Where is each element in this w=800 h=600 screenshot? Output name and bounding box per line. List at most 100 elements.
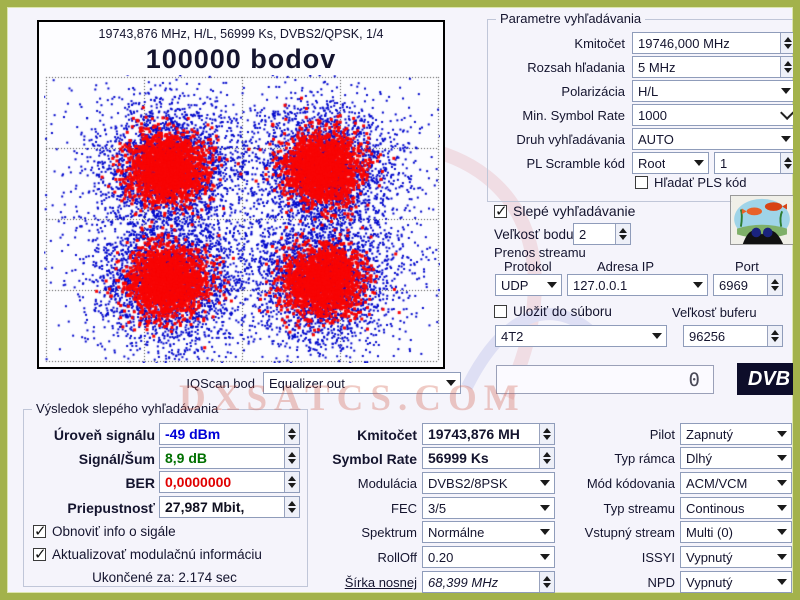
spinner-buttons[interactable] xyxy=(539,448,554,468)
ber-spinbox[interactable]: 0,0000000 xyxy=(159,471,300,493)
protocol-dropdown[interactable]: UDP xyxy=(495,274,562,296)
blind-search-checkbox[interactable] xyxy=(494,202,508,220)
chevron-down-icon xyxy=(652,333,662,339)
spinner-buttons[interactable] xyxy=(284,448,299,468)
point-size-label: Veľkosť bodu xyxy=(494,227,574,242)
npd-dropdown[interactable]: Vypnutý xyxy=(680,571,792,593)
symbol-rate-label: Symbol Rate xyxy=(332,451,417,467)
chevron-down-icon xyxy=(540,505,550,511)
polarization-dropdown[interactable]: H/L xyxy=(632,80,793,102)
file-type-dropdown[interactable]: 4T2 xyxy=(495,325,667,347)
modulation-dropdown[interactable]: DVBS2/8PSK xyxy=(422,472,555,494)
ip-header: Adresa IP xyxy=(597,259,655,274)
issyi-label: ISSYI xyxy=(641,550,675,565)
chevron-down-icon xyxy=(693,282,703,288)
finished-in-text: Ukončené za: 2.174 sec xyxy=(92,570,237,585)
result-group: Výsledok slepého vyhľadávania xyxy=(23,401,308,587)
input-stream-dropdown[interactable]: Multi (0) xyxy=(680,521,792,543)
ber-label: BER xyxy=(125,475,155,491)
progress-bar: 0 xyxy=(496,365,714,394)
spinner-buttons[interactable] xyxy=(284,472,299,492)
snr-spinbox[interactable]: 8,9 dB xyxy=(159,447,300,469)
frequency-label: Kmitočet xyxy=(574,36,625,51)
coding-mode-dropdown[interactable]: ACM/VCM xyxy=(680,472,792,494)
pilot-dropdown[interactable]: Zapnutý xyxy=(680,423,792,445)
rolloff-dropdown[interactable]: 0.20 xyxy=(422,546,555,568)
chevron-down-icon xyxy=(694,160,704,166)
save-to-file-checkbox-row[interactable]: Uložiť do súboru xyxy=(494,304,612,319)
spectrum-dropdown[interactable]: Normálne xyxy=(422,521,555,543)
min-symbol-rate-combo[interactable]: 1000 xyxy=(632,104,793,126)
find-pls-label: Hľadať PLS kód xyxy=(654,175,747,190)
chevron-down-icon xyxy=(777,480,787,486)
update-modulation-checkbox[interactable] xyxy=(33,545,47,563)
chevron-down-icon xyxy=(777,529,787,535)
spinner-buttons[interactable] xyxy=(780,57,793,77)
update-modulation-label: Aktualizovať modulačnú informáciu xyxy=(52,547,262,562)
spinner-buttons[interactable] xyxy=(615,224,630,244)
search-params-title: Parametre vyhľadávania xyxy=(496,11,646,26)
find-pls-checkbox-row[interactable]: Hľadať PLS kód xyxy=(635,175,747,190)
iqscan-dropdown[interactable]: Equalizer out xyxy=(263,372,461,394)
save-to-file-checkbox[interactable] xyxy=(494,305,507,318)
tuned-frequency-spinbox[interactable]: 19743,876 MH xyxy=(422,423,555,445)
chevron-down-icon xyxy=(540,480,550,486)
carrier-width-spinbox[interactable]: 68,399 MHz xyxy=(422,571,555,593)
symbol-rate-spinbox[interactable]: 56999 Ks xyxy=(422,447,555,469)
stream-type-dropdown[interactable]: Continous xyxy=(680,497,792,519)
fec-label: FEC xyxy=(391,501,417,516)
pl-scramble-dropdown[interactable]: Root xyxy=(632,152,709,174)
spinner-buttons[interactable] xyxy=(539,424,554,444)
chevron-down-icon xyxy=(777,455,787,461)
chevron-down-icon xyxy=(780,105,793,120)
search-params-group: Parametre vyhľadávania xyxy=(487,11,793,202)
pl-scramble-value-spinbox[interactable]: 1 xyxy=(714,152,793,174)
buffer-size-spinbox[interactable]: 96256 xyxy=(683,325,783,347)
refresh-signal-info-checkbox-row[interactable]: Obnoviť info o sigále xyxy=(33,522,176,540)
issyi-dropdown[interactable]: Vypnutý xyxy=(680,546,792,568)
snr-label: Signál/Šum xyxy=(78,451,155,467)
chevron-down-icon xyxy=(777,505,787,511)
input-stream-label: Vstupný stream xyxy=(584,525,675,540)
pl-scramble-label: PL Scramble kód xyxy=(526,156,625,171)
frame-type-dropdown[interactable]: Dlhý xyxy=(680,447,792,469)
rolloff-label: RollOff xyxy=(377,550,418,565)
spinner-buttons[interactable] xyxy=(767,326,782,346)
throughput-label: Priepustnosť xyxy=(67,500,155,516)
refresh-signal-info-checkbox[interactable] xyxy=(33,522,47,540)
frequency-spinbox[interactable]: 19746,000 MHz xyxy=(632,32,793,54)
blind-search-label: Slepé vyhľadávanie xyxy=(513,203,636,219)
search-range-label: Rozsah hľadania xyxy=(527,60,625,75)
spinner-buttons[interactable] xyxy=(284,424,299,444)
find-pls-checkbox[interactable] xyxy=(635,176,648,189)
spinner-buttons[interactable] xyxy=(539,572,554,592)
port-spinbox[interactable]: 6969 xyxy=(713,274,783,296)
throughput-spinbox[interactable]: 27,987 Mbit, xyxy=(159,496,300,518)
spinner-buttons[interactable] xyxy=(780,153,793,173)
polarization-label: Polarizácia xyxy=(561,84,625,99)
update-modulation-checkbox-row[interactable]: Aktualizovať modulačnú informáciu xyxy=(33,545,262,563)
constellation-panel: 19743,876 MHz, H/L, 56999 Ks, DVBS2/QPSK… xyxy=(37,20,445,369)
buffer-size-label: Veľkosť buferu xyxy=(672,305,757,320)
search-range-spinbox[interactable]: 5 MHz xyxy=(632,56,793,78)
chevron-down-icon xyxy=(540,529,550,535)
spinner-buttons[interactable] xyxy=(284,497,299,517)
spectrum-label: Spektrum xyxy=(361,525,417,540)
ip-address-dropdown[interactable]: 127.0.0.1 xyxy=(567,274,708,296)
blind-search-checkbox-row[interactable]: Slepé vyhľadávanie xyxy=(494,202,636,220)
signal-level-spinbox[interactable]: -49 dBm xyxy=(159,423,300,445)
port-header: Port xyxy=(735,259,759,274)
spinner-buttons[interactable] xyxy=(780,33,793,53)
spinner-buttons[interactable] xyxy=(767,275,782,295)
point-size-spinbox[interactable]: 2 xyxy=(573,223,631,245)
fec-dropdown[interactable]: 3/5 xyxy=(422,497,555,519)
chevron-down-icon xyxy=(547,282,557,288)
constellation-header: 19743,876 MHz, H/L, 56999 Ks, DVBS2/QPSK… xyxy=(98,27,384,41)
iqscan-label: IQScan bod xyxy=(186,376,255,391)
dvb-logo: DVB xyxy=(737,363,793,395)
coding-mode-label: Mód kódovania xyxy=(586,476,675,491)
search-type-dropdown[interactable]: AUTO xyxy=(632,128,793,150)
constellation-canvas xyxy=(44,75,440,363)
chevron-down-icon xyxy=(777,579,787,585)
chevron-down-icon xyxy=(777,431,787,437)
